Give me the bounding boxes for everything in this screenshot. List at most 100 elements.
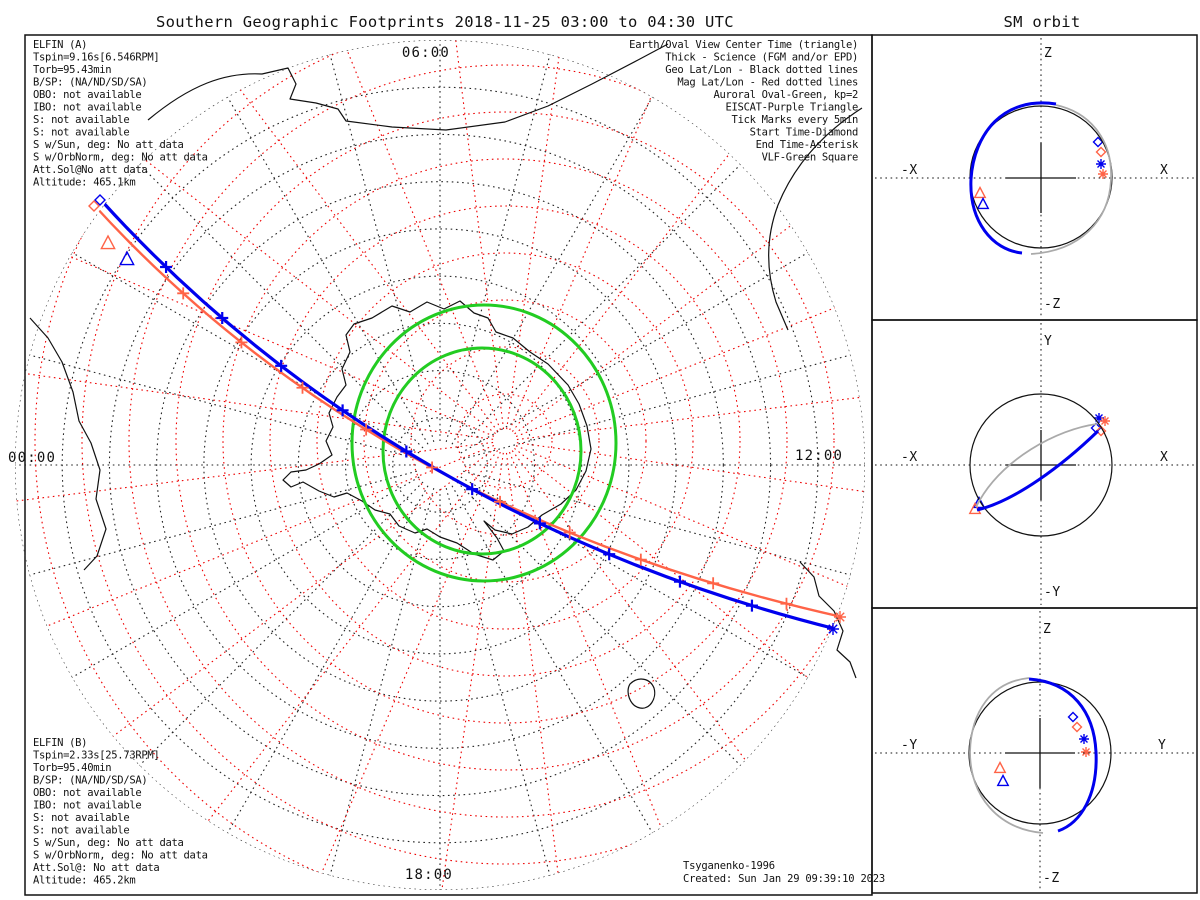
legend-line: Thick - Science (FGM and/or EPD) (665, 52, 858, 64)
info-line: Tspin=2.33s[25.73RPM] (33, 750, 159, 762)
5min-tick (780, 597, 793, 610)
geo-longitude-line (139, 164, 424, 449)
5min-tick (160, 261, 173, 274)
info-line: S w/Sun, deg: No att data (33, 139, 184, 151)
center-time-triangle (996, 773, 1010, 787)
upper-right-coastline (768, 107, 863, 331)
geo-latitude-ring (108, 133, 772, 797)
geo-longitude-line (71, 476, 420, 678)
5min-tick (707, 577, 720, 590)
axis-label-left: -Y (901, 738, 918, 753)
legend-line: Earth/Oval View Center Time (triangle) (629, 39, 858, 51)
legend-line: Mag Lat/Lon - Red dotted lines (677, 77, 858, 89)
geo-longitude-line (29, 470, 417, 576)
end-time-asterisk (1079, 734, 1089, 744)
other-orbit-arc (1030, 104, 1112, 255)
geo-latitude-ring (250, 275, 630, 655)
legend-line: Start Time-Diamond (750, 127, 858, 139)
5min-tick (216, 312, 229, 325)
axis-label-top: Z (1043, 622, 1051, 637)
start-time-diamond (1095, 425, 1107, 437)
start-time-diamond (88, 200, 100, 212)
end-time-asterisk (1098, 169, 1108, 179)
5min-tick (745, 599, 758, 612)
mag-latitude-ring (410, 346, 600, 536)
coastlines (29, 43, 863, 709)
axis-label-right: X (1160, 450, 1168, 465)
geo-latitude-ring (203, 228, 677, 702)
end-time-asterisk (834, 611, 846, 623)
5min-tick (466, 483, 479, 496)
earth-circle (969, 393, 1113, 537)
mag-latitude-ring (175, 111, 835, 771)
info-line: S w/Sun, deg: No att data (33, 837, 184, 849)
start-time-diamond (1092, 136, 1104, 148)
end-time-asterisk (1094, 413, 1104, 423)
info-line: B/SP: (NA/ND/SD/SA) (33, 77, 147, 89)
5min-tick (235, 336, 248, 349)
legend-line: Geo Lat/Lon - Black dotted lines (665, 64, 858, 76)
end-time-asterisk (827, 623, 839, 635)
geo-longitude-line (451, 485, 653, 834)
geo-longitude-line (445, 488, 551, 876)
info-line: Altitude: 465.1km (33, 177, 135, 189)
sm-panel-frame-3 (871, 607, 1198, 894)
sm-panel-xz: Z -Z -X X (875, 38, 1195, 316)
time-markers (88, 136, 1110, 787)
geo-latitude-ring (156, 181, 724, 749)
geo-longitude-line (463, 354, 851, 460)
australia-coastline (147, 43, 669, 131)
elfin-orbit-arc (969, 101, 1057, 255)
center-time-triangle (976, 197, 990, 210)
mlt-label-12: 12:00 (795, 448, 843, 464)
info-line: OBO: not available (33, 787, 141, 799)
5min-tick (296, 381, 309, 394)
axis-label-bottom: -Z (1044, 297, 1061, 312)
elfin-b-info: ELFIN (B) Tspin=2.33s[25.73RPM] Torb=95.… (33, 737, 208, 887)
auroral-oval-inner (381, 346, 583, 556)
center-time-triangle (993, 760, 1007, 774)
start-time-diamond (1095, 146, 1107, 158)
new-zealand-coastline (799, 561, 857, 679)
info-line: S: not available (33, 812, 129, 824)
center-time-triangle (100, 234, 116, 250)
end-time-asterisk (1081, 747, 1091, 757)
geo-longitude-line (29, 354, 417, 460)
elfin-a-info: ELFIN (A) Tspin=9.16s[6.546RPM] Torb=95.… (33, 39, 208, 189)
geo-longitude-line (456, 164, 741, 449)
info-line: S: not available (33, 127, 129, 139)
5min-tick (634, 553, 647, 566)
mlt-label-00: 00:00 (8, 450, 56, 466)
axis-label-right: Y (1158, 738, 1166, 753)
info-line: Att.Sol@No att data (33, 164, 147, 176)
mag-latitude-ring (128, 64, 865, 818)
mlt-label-06: 06:00 (402, 45, 450, 61)
legend-line: EISCAT-Purple Triangle (726, 102, 858, 114)
footprint-tracks (93, 197, 843, 631)
info-line: OBO: not available (33, 89, 141, 101)
legend-line: Auroral Oval-Green, kp=2 (713, 89, 858, 101)
axis-label-top: Z (1044, 46, 1052, 61)
mag-latitude-ring (222, 158, 788, 724)
magnetic-grid (15, 40, 865, 890)
info-line: S w/OrbNorm, deg: No att data (33, 850, 208, 862)
mag-latitude-ring (363, 299, 647, 583)
5min-tick (400, 445, 413, 458)
mag-latitude-ring (457, 393, 553, 489)
5min-tick (177, 287, 190, 300)
legend-line: VLF-Green Square (762, 152, 858, 164)
legend-line: Tick Marks every 5min (732, 114, 858, 126)
elfin-a-header: ELFIN (A) (33, 39, 87, 51)
5min-tick (336, 404, 349, 417)
geo-latitude-ring (392, 417, 488, 513)
geo-longitude-line (463, 470, 851, 576)
legend-line: End Time-Asterisk (756, 139, 859, 151)
credits: Tsyganenko-1996 Created: Sun Jan 29 09:3… (683, 860, 885, 885)
center-time-triangle (119, 250, 135, 266)
geo-longitude-line (451, 96, 653, 445)
geo-longitude-line (445, 54, 551, 442)
geo-longitude-line (329, 488, 435, 876)
5min-tick (360, 423, 373, 436)
